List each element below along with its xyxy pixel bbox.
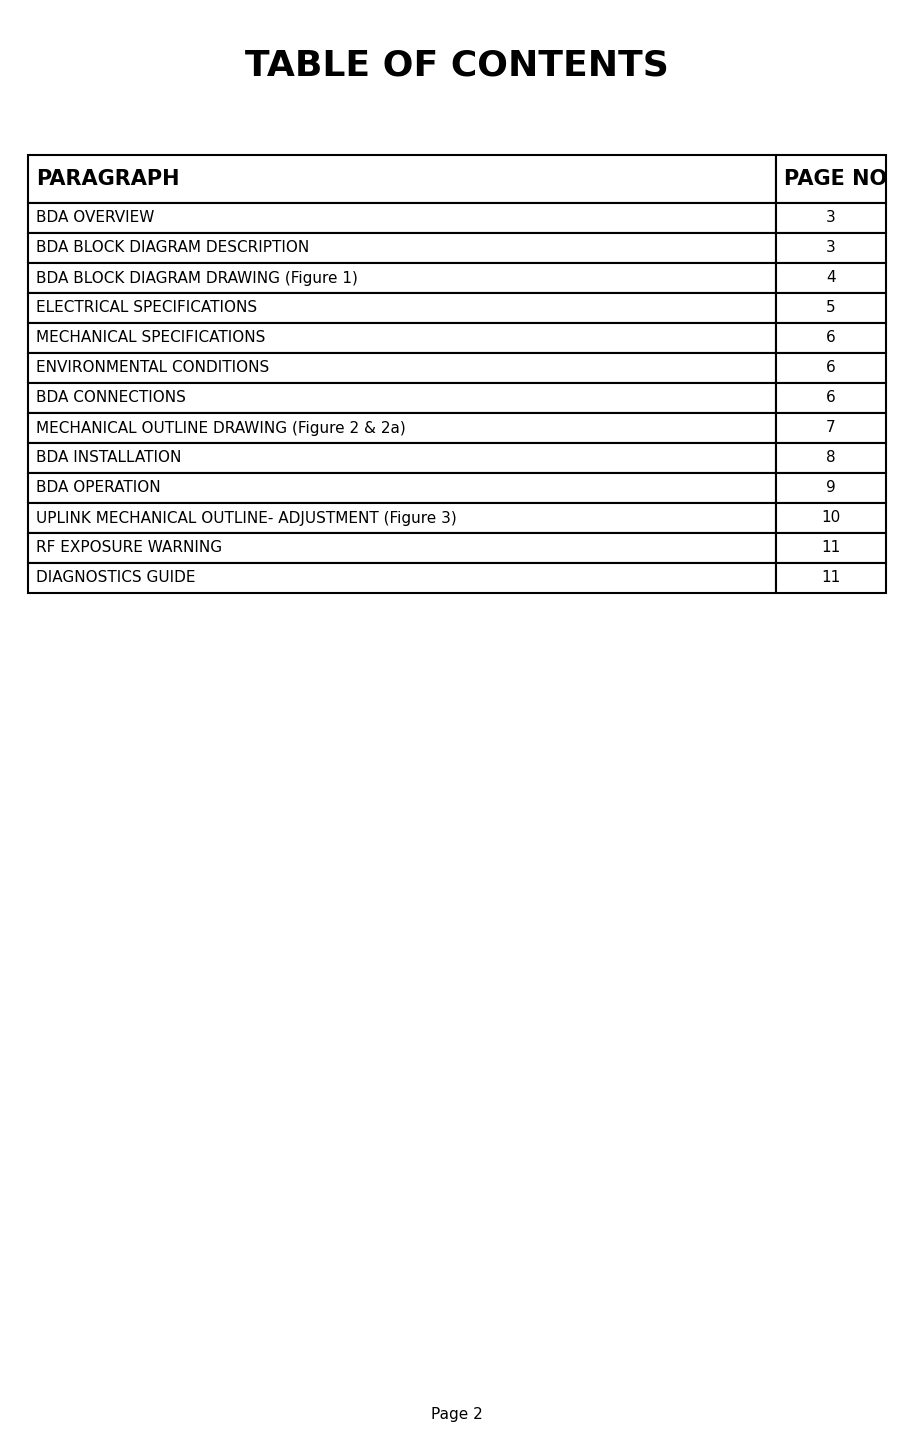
Bar — [776, 155, 886, 203]
Bar — [776, 353, 886, 383]
Bar — [776, 383, 886, 413]
Bar — [28, 413, 776, 443]
Text: BDA BLOCK DIAGRAM DRAWING (Figure 1): BDA BLOCK DIAGRAM DRAWING (Figure 1) — [36, 271, 358, 285]
Bar — [28, 155, 776, 203]
Bar — [776, 322, 886, 353]
Text: RF EXPOSURE WARNING: RF EXPOSURE WARNING — [36, 541, 222, 555]
Text: 6: 6 — [826, 361, 836, 376]
Bar — [776, 473, 886, 504]
Bar — [28, 294, 776, 322]
Text: BDA INSTALLATION: BDA INSTALLATION — [36, 450, 181, 465]
Bar — [776, 563, 886, 593]
Bar — [28, 263, 776, 294]
Bar — [28, 504, 776, 532]
Bar — [776, 203, 886, 233]
Bar — [776, 532, 886, 563]
Text: 9: 9 — [826, 481, 836, 495]
Bar — [28, 353, 776, 383]
Bar — [776, 443, 886, 473]
Text: 6: 6 — [826, 390, 836, 406]
Bar — [776, 294, 886, 322]
Text: UPLINK MECHANICAL OUTLINE- ADJUSTMENT (Figure 3): UPLINK MECHANICAL OUTLINE- ADJUSTMENT (F… — [36, 511, 457, 525]
Bar — [28, 563, 776, 593]
Text: 11: 11 — [822, 541, 841, 555]
Bar — [776, 233, 886, 263]
Bar — [28, 233, 776, 263]
Bar — [776, 504, 886, 532]
Bar — [28, 203, 776, 233]
Text: BDA BLOCK DIAGRAM DESCRIPTION: BDA BLOCK DIAGRAM DESCRIPTION — [36, 240, 309, 256]
Text: PARAGRAPH: PARAGRAPH — [36, 168, 179, 189]
Text: 6: 6 — [826, 331, 836, 345]
Text: MECHANICAL OUTLINE DRAWING (Figure 2 & 2a): MECHANICAL OUTLINE DRAWING (Figure 2 & 2… — [36, 420, 406, 436]
Bar — [776, 413, 886, 443]
Text: PAGE NO: PAGE NO — [784, 168, 887, 189]
Text: BDA CONNECTIONS: BDA CONNECTIONS — [36, 390, 186, 406]
Text: 7: 7 — [826, 420, 835, 436]
Bar — [776, 263, 886, 294]
Text: 3: 3 — [826, 210, 836, 226]
Text: 5: 5 — [826, 301, 835, 315]
Text: 3: 3 — [826, 240, 836, 256]
Text: ENVIRONMENTAL CONDITIONS: ENVIRONMENTAL CONDITIONS — [36, 361, 270, 376]
Text: Page 2: Page 2 — [431, 1407, 483, 1423]
Bar — [28, 473, 776, 504]
Text: 4: 4 — [826, 271, 835, 285]
Text: TABLE OF CONTENTS: TABLE OF CONTENTS — [245, 47, 669, 82]
Text: 8: 8 — [826, 450, 835, 465]
Bar — [28, 443, 776, 473]
Bar — [28, 322, 776, 353]
Bar — [28, 383, 776, 413]
Text: ELECTRICAL SPECIFICATIONS: ELECTRICAL SPECIFICATIONS — [36, 301, 257, 315]
Text: BDA OVERVIEW: BDA OVERVIEW — [36, 210, 154, 226]
Text: MECHANICAL SPECIFICATIONS: MECHANICAL SPECIFICATIONS — [36, 331, 265, 345]
Text: BDA OPERATION: BDA OPERATION — [36, 481, 161, 495]
Text: DIAGNOSTICS GUIDE: DIAGNOSTICS GUIDE — [36, 570, 196, 586]
Text: 10: 10 — [822, 511, 841, 525]
Text: 11: 11 — [822, 570, 841, 586]
Bar — [28, 532, 776, 563]
